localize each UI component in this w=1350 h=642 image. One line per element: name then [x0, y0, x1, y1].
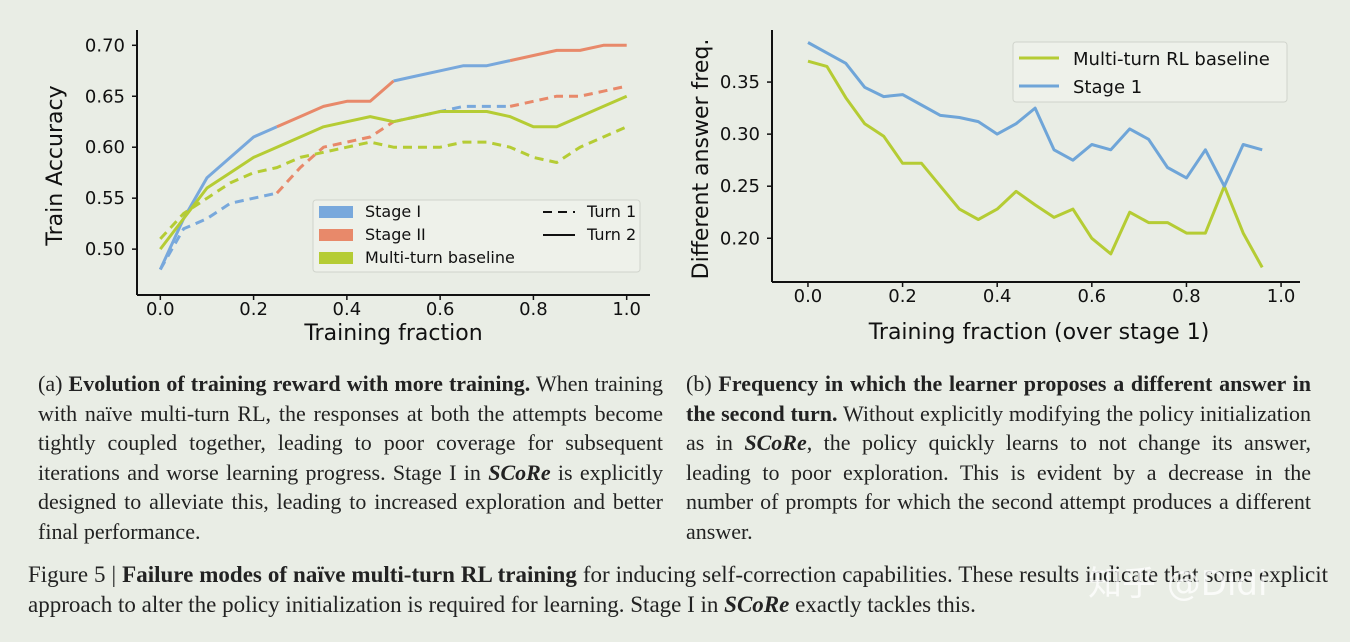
- legend-label: Multi-turn baseline: [365, 248, 515, 267]
- method-name: SCoRe: [724, 591, 790, 617]
- caption-text: , the policy quickly learns to not chang…: [686, 430, 1311, 544]
- caption-label: (a): [38, 371, 63, 396]
- caption-b: (b) Frequency in which the learner propo…: [686, 369, 1311, 546]
- y-tick-label: 0.20: [720, 228, 760, 249]
- data-line: [158, 59, 511, 271]
- data-line: [807, 41, 1263, 188]
- figure-label: Figure 5 |: [28, 562, 117, 587]
- x-tick-label: 0.8: [1172, 286, 1201, 307]
- x-axis-label: Training fraction (over stage 1): [868, 320, 1210, 345]
- y-tick-label: 0.70: [85, 35, 125, 56]
- caption-title: Failure modes of naïve multi-turn RL tra…: [122, 562, 577, 587]
- y-tick-label: 0.35: [720, 72, 760, 93]
- data-line: [276, 43, 627, 129]
- legend-label: Multi-turn RL baseline: [1073, 49, 1270, 70]
- legend-label: Turn 2: [586, 225, 636, 244]
- legend-label: Stage 1: [1073, 77, 1142, 98]
- legend-label: Stage I: [365, 202, 421, 221]
- legend-swatch: [319, 252, 353, 264]
- x-tick-label: 0.6: [1078, 286, 1107, 307]
- legend-box: [312, 199, 641, 273]
- caption-a: (a) Evolution of training reward with mo…: [38, 369, 663, 546]
- caption-title: Evolution of training reward with more t…: [68, 371, 531, 396]
- caption-text: for inducing self-correction capabilitie…: [28, 562, 1329, 617]
- caption-title: Frequency in which the learner proposes …: [686, 371, 1312, 426]
- y-tick-label: 0.50: [85, 239, 125, 260]
- caption-text: Without explicitly modifying the policy …: [686, 400, 1311, 456]
- method-name: SCoRe: [744, 430, 807, 455]
- x-tick-label: 0.8: [519, 299, 548, 320]
- data-line: [159, 94, 628, 251]
- y-tick-label: 0.30: [720, 124, 760, 145]
- x-axis-label: Training fraction: [303, 321, 482, 346]
- legend-swatch: [319, 206, 353, 218]
- caption-text: When training with naïve multi-turn RL, …: [38, 371, 664, 485]
- data-line: [159, 125, 628, 240]
- legend-label: Turn 1: [586, 202, 636, 221]
- x-tick-label: 0.2: [239, 299, 268, 320]
- legend-label: Stage II: [365, 225, 426, 244]
- x-tick-label: 0.0: [146, 299, 175, 320]
- y-axis-label: Different answer freq.: [689, 39, 714, 280]
- y-tick-label: 0.55: [85, 188, 125, 209]
- data-line: [807, 59, 1264, 269]
- x-tick-label: 0.4: [333, 299, 362, 320]
- caption-text: exactly tackles this.: [789, 591, 976, 617]
- figure-charts: 0.50 0.55 0.60 0.65 0.70 0.0 0.2 0.4 0.6 0.8 1.0 Tr…: [43, 30, 1300, 346]
- y-tick-label: 0.60: [85, 137, 125, 158]
- x-tick-label: 0.2: [888, 286, 917, 307]
- figure-caption: Figure 5 | Failure modes of naïve multi-…: [28, 560, 1328, 619]
- data-line: [275, 84, 628, 195]
- x-tick-label: 0.4: [983, 286, 1012, 307]
- x-tick-label: 1.0: [1267, 286, 1296, 307]
- caption-text: is explicitly designed to alleviate this…: [38, 459, 664, 544]
- caption-label: (b): [686, 371, 712, 396]
- watermark: 知乎 @Didi: [1088, 564, 1268, 604]
- x-tick-label: 0.0: [794, 286, 823, 307]
- x-tick-label: 0.6: [426, 299, 455, 320]
- legend-box: [1012, 41, 1288, 103]
- y-axis-label: Train Accuracy: [43, 85, 68, 246]
- x-tick-label: 1.0: [612, 299, 641, 320]
- method-name: SCoRe: [488, 459, 551, 485]
- y-tick-label: 0.25: [720, 176, 760, 197]
- y-tick-label: 0.65: [85, 86, 125, 107]
- legend-swatch: [319, 229, 353, 241]
